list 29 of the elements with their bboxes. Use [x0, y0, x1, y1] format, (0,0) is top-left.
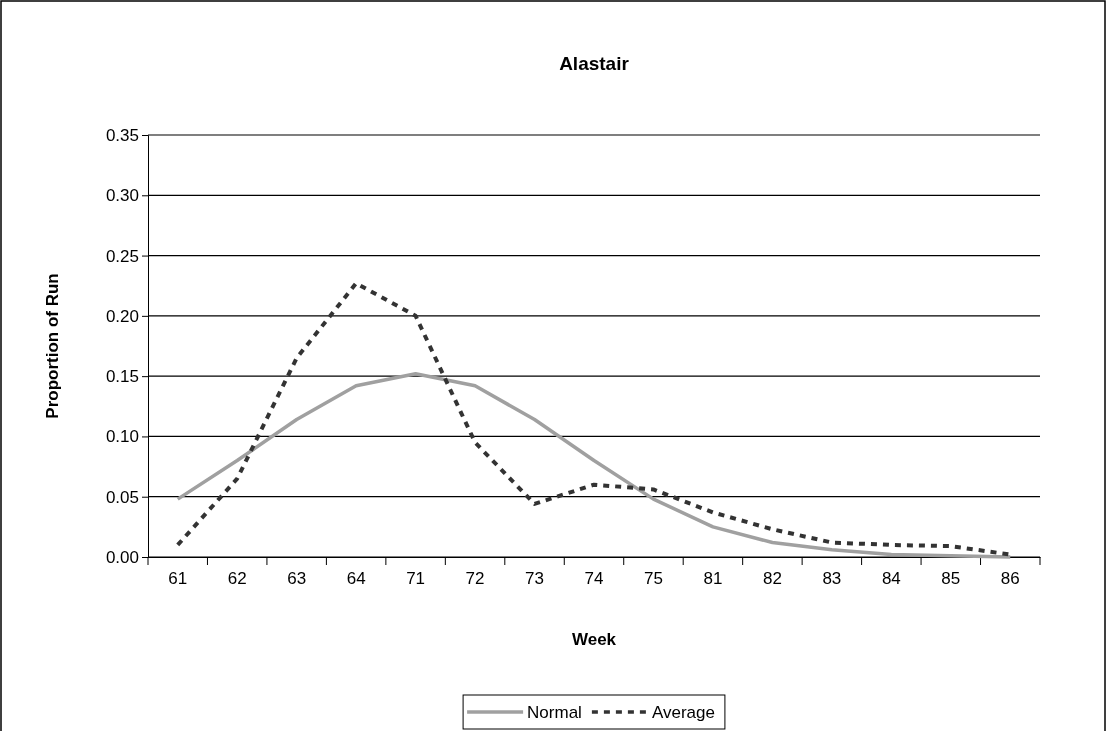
legend-label: Normal: [527, 703, 582, 722]
y-tick-label: 0.10: [105, 427, 139, 447]
x-tick-label: 62: [227, 568, 247, 588]
x-tick-label: 73: [525, 568, 544, 588]
chart-title: Alastair: [559, 53, 630, 74]
line-series: [175, 371, 1013, 559]
x-tick-label: 82: [762, 568, 782, 588]
x-tick-label: 71: [406, 568, 426, 588]
x-axis-title: Week: [571, 630, 617, 649]
x-tick-label: 74: [584, 568, 604, 588]
legend-label: Average: [651, 703, 715, 722]
y-tick-label: 0.25: [105, 246, 139, 266]
x-tick-label: 86: [1000, 568, 1020, 588]
y-tick-label: 0.15: [105, 367, 139, 387]
y-tick-label: 0.00: [105, 547, 139, 567]
y-tick-label: 0.05: [105, 487, 139, 507]
x-tick-label: 61: [168, 568, 188, 588]
x-tick-label: 72: [465, 568, 485, 588]
x-tick-label: 83: [822, 568, 842, 588]
y-tick-label: 0.20: [105, 306, 139, 326]
x-tick-label: 64: [346, 568, 366, 588]
x-tick-label: 84: [881, 568, 901, 588]
x-tick-label: 81: [703, 568, 723, 588]
x-tick-label: 63: [287, 568, 307, 588]
y-tick-label: 0.30: [105, 186, 139, 206]
y-axis-title: Proportion of Run: [43, 273, 62, 419]
y-tick-label: 0.35: [105, 125, 139, 145]
x-tick-label: 85: [941, 568, 961, 588]
x-tick-label: 75: [644, 568, 663, 588]
